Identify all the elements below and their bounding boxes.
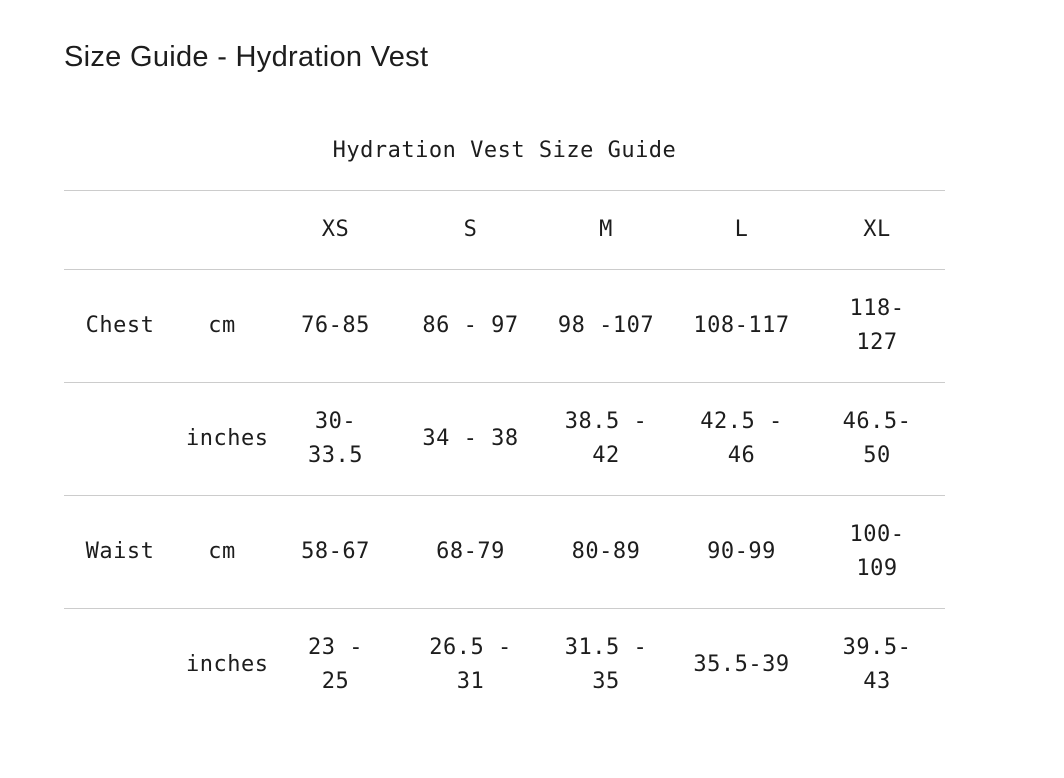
size-value: 39.5- 43	[842, 635, 912, 694]
row-label: Waist	[85, 539, 155, 564]
column-header-xs: XS	[321, 217, 350, 242]
size-value: 31.5 - 35	[564, 635, 648, 694]
column-header-measurement	[64, 191, 176, 270]
size-value: 23 - 25	[308, 635, 363, 694]
column-header-l: L	[734, 217, 749, 242]
unit-label: inches	[186, 652, 269, 677]
size-value: 35.5-39	[693, 652, 790, 677]
column-header-xl: XL	[863, 217, 891, 242]
size-value: 26.5 - 31	[429, 635, 512, 694]
unit-label: cm	[208, 539, 236, 564]
table-row-waist-cm: Waist cm 58-67 68-79 80-89 90-99 100- 10…	[64, 496, 945, 609]
size-value: 90-99	[707, 539, 776, 564]
table-row-waist-inches: inches 23 - 25 26.5 - 31 31.5 - 35 35.5-…	[64, 609, 945, 722]
table-caption: Hydration Vest Size Guide	[332, 138, 677, 163]
row-label: Chest	[85, 313, 155, 338]
size-value: 80-89	[571, 539, 641, 564]
row-label	[64, 609, 176, 722]
unit-label: cm	[208, 313, 236, 338]
size-value: 30- 33.5	[308, 409, 363, 468]
size-value: 118- 127	[849, 296, 905, 355]
column-header-m: M	[599, 217, 613, 242]
size-value: 68-79	[436, 539, 505, 564]
size-value: 100- 109	[849, 522, 905, 581]
table-row-chest-inches: inches 30- 33.5 34 - 38 38.5 - 42 42.5 -…	[64, 383, 945, 496]
size-value: 34 - 38	[422, 426, 519, 451]
row-label	[64, 383, 176, 496]
size-value: 38.5 - 42	[564, 409, 648, 468]
page-title: Size Guide - Hydration Vest	[64, 41, 429, 73]
size-value: 46.5- 50	[842, 409, 912, 468]
unit-label: inches	[186, 426, 269, 451]
column-header-s: S	[463, 217, 478, 242]
size-value: 76-85	[301, 313, 370, 338]
size-value: 98 -107	[557, 313, 655, 338]
table-row-chest-cm: Chest cm 76-85 86 - 97 98 -107 108-117 1…	[64, 270, 945, 383]
size-value: 42.5 - 46	[700, 409, 783, 468]
column-header-unit	[176, 191, 268, 270]
size-guide-table: Hydration Vest Size Guide XS S M L XL Ch…	[64, 134, 945, 721]
size-value: 108-117	[693, 313, 790, 338]
size-value: 58-67	[301, 539, 370, 564]
size-value: 86 - 97	[422, 313, 519, 338]
size-header-row: XS S M L XL	[64, 190, 945, 270]
